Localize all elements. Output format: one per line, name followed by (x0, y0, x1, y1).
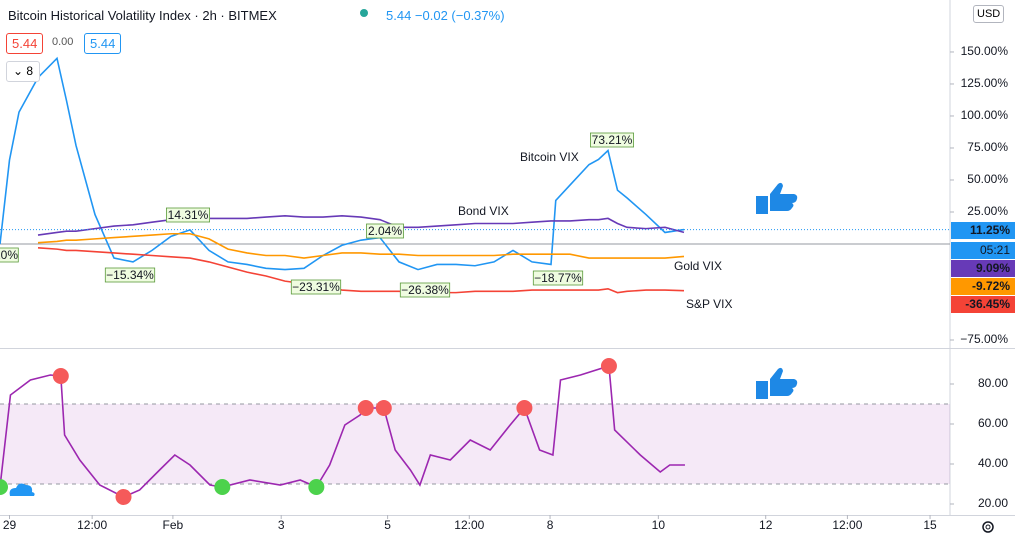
annotation: −26.38% (401, 283, 449, 297)
x-tick-label: 12:00 (77, 518, 107, 532)
y-tick-label: 50.00% (967, 172, 1008, 186)
price-tag (951, 222, 1015, 239)
signal-marker (516, 400, 533, 416)
x-tick-label: 5 (384, 518, 391, 532)
x-tick-label: 12:00 (454, 518, 484, 532)
y-tick-label: 40.00 (978, 456, 1008, 470)
annotation-box (532, 270, 584, 286)
x-tick-label: 3 (278, 518, 285, 532)
signal-marker (600, 358, 617, 374)
annotation: 20% (0, 248, 18, 262)
cloud-icon[interactable] (9, 483, 35, 496)
line (37, 232, 685, 259)
quote: 5.44 −0.02 (−0.37%) (386, 8, 505, 23)
series-label: S&P VIX (686, 297, 732, 311)
annotation-box (399, 282, 451, 298)
x-tick-label: 12:00 (832, 518, 862, 532)
annotation-box (366, 223, 404, 239)
y-tick-label: 100.00% (961, 108, 1009, 122)
line (37, 247, 685, 294)
chart-title: Bitcoin Historical Volatility Index · 2h… (8, 8, 277, 23)
x-tick-label: 29 (3, 518, 17, 532)
price-tag (951, 278, 1015, 295)
annotation: 14.31% (168, 208, 209, 222)
signal-marker (0, 479, 8, 495)
countdown: 05:21 (980, 243, 1010, 257)
y-tick-label: 125.00% (961, 76, 1009, 90)
status-dot (360, 9, 368, 17)
annotation: −23.31% (292, 280, 340, 294)
annotation-box (590, 132, 635, 148)
currency[interactable]: USD (973, 5, 1005, 23)
y-tick-label: 75.00% (967, 140, 1008, 154)
indicator-count: 8 (26, 64, 34, 78)
x-tick-label: Feb (163, 518, 184, 532)
x-tick-label: 12 (759, 518, 773, 532)
x-tick-label: 10 (652, 518, 666, 532)
price-tag-label: 9.09% (976, 261, 1010, 275)
annotation-box (104, 267, 156, 283)
signal-marker (375, 400, 392, 416)
x-tick-label: 15 (923, 518, 937, 532)
annotation: 2.04% (368, 224, 402, 238)
hand-icon (756, 182, 798, 399)
indicator-toggle[interactable]: ⌄ 8 (6, 61, 41, 82)
annotation: −15.34% (106, 268, 154, 282)
x-tick-label: 8 (547, 518, 554, 532)
badge: 5.44 (6, 33, 44, 54)
annotation: 73.21% (592, 133, 633, 147)
series-label: Bitcoin VIX (520, 150, 579, 164)
settings-icon[interactable] (982, 521, 994, 533)
y-tick-label: 60.00 (978, 416, 1008, 430)
signal-marker (308, 479, 325, 495)
signal-marker (52, 368, 69, 384)
annotation-box (290, 279, 342, 295)
annotation: −18.77% (534, 271, 582, 285)
series-label: Bond VIX (458, 204, 509, 218)
y-tick-label: −75.00% (960, 332, 1008, 346)
signal-marker (357, 400, 374, 416)
series-label: Gold VIX (674, 259, 722, 273)
signal-marker (214, 479, 231, 495)
signal-marker (115, 489, 132, 505)
line (37, 215, 685, 236)
y-tick-label: 25.00% (967, 204, 1008, 218)
price-tag-label: 11.25% (970, 223, 1010, 237)
price-tag-label: -9.72% (972, 279, 1010, 293)
countdown-tag (951, 242, 1015, 259)
badge: 5.44 (84, 33, 122, 54)
badge: 0.00 (50, 36, 76, 48)
line (0, 364, 685, 498)
y-tick-label: 150.00% (961, 44, 1009, 58)
annotation-box (0, 247, 19, 263)
band (0, 404, 950, 484)
price-tag-label: -36.45% (965, 297, 1010, 311)
line (0, 56, 685, 271)
price-tag (951, 260, 1015, 277)
price-tag (951, 296, 1015, 313)
annotation-box (165, 207, 210, 223)
y-tick-label: 80.00 (978, 376, 1008, 390)
y-tick-label: 20.00 (978, 496, 1008, 510)
